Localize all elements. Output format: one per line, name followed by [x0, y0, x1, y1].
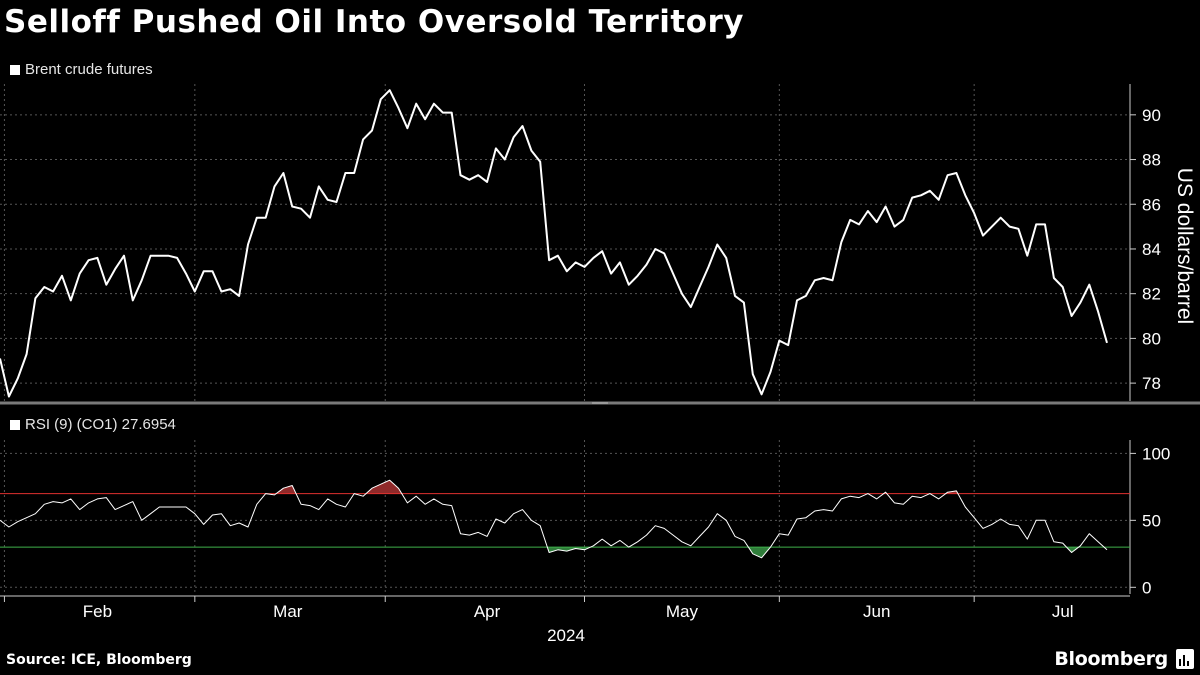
rsi-oversold-area	[547, 547, 591, 553]
price-tick-label: 84	[1142, 240, 1161, 259]
source-note: Source: ICE, Bloomberg	[6, 652, 192, 668]
rsi-panel: 0 50 100	[0, 440, 1170, 597]
x-axis-month-label: Mar	[273, 602, 303, 621]
price-axis-label: US dollars/barrel	[1173, 168, 1196, 324]
rsi-legend-swatch	[10, 419, 20, 430]
bloomberg-terminal-icon	[1176, 649, 1194, 669]
price-tick-label: 78	[1142, 374, 1161, 393]
price-tick-label: 82	[1142, 285, 1161, 304]
price-legend-swatch	[10, 64, 20, 75]
chart-title: Selloff Pushed Oil Into Oversold Territo…	[4, 4, 744, 40]
rsi-tick-label: 50	[1142, 511, 1161, 530]
brent-price-line	[0, 89, 1108, 398]
rsi-tick-label: 100	[1142, 444, 1170, 463]
bloomberg-logo: Bloomberg	[1054, 648, 1168, 670]
price-tick-label: 90	[1142, 106, 1161, 125]
x-axis-year-label: 2024	[547, 626, 585, 645]
rsi-oversold-area	[1066, 547, 1079, 553]
x-axis-month-label: May	[666, 602, 699, 621]
price-panel: 78 80 82 84 86 88 90	[0, 84, 1161, 401]
price-legend-label: Brent crude futures	[25, 61, 153, 78]
rsi-legend-label: RSI (9) (CO1) 27.6954	[25, 416, 176, 433]
price-tick-label: 88	[1142, 151, 1161, 170]
rsi-tick-label: 0	[1142, 578, 1151, 597]
x-axis: Feb Mar Apr May Jun Jul	[0, 595, 1130, 621]
rsi-legend: RSI (9) (CO1) 27.6954	[10, 416, 176, 433]
price-tick-label: 86	[1142, 195, 1161, 214]
price-legend: Brent crude futures	[10, 61, 153, 78]
x-axis-month-label: Feb	[83, 602, 112, 621]
x-axis-month-label: Apr	[474, 602, 501, 621]
rsi-line	[0, 479, 1108, 559]
rsi-overbought-area	[276, 485, 297, 494]
x-axis-month-label: Jun	[863, 602, 890, 621]
rsi-oversold-area	[748, 547, 771, 558]
price-tick-label: 80	[1142, 329, 1161, 348]
x-axis-month-label: Jul	[1052, 602, 1074, 621]
